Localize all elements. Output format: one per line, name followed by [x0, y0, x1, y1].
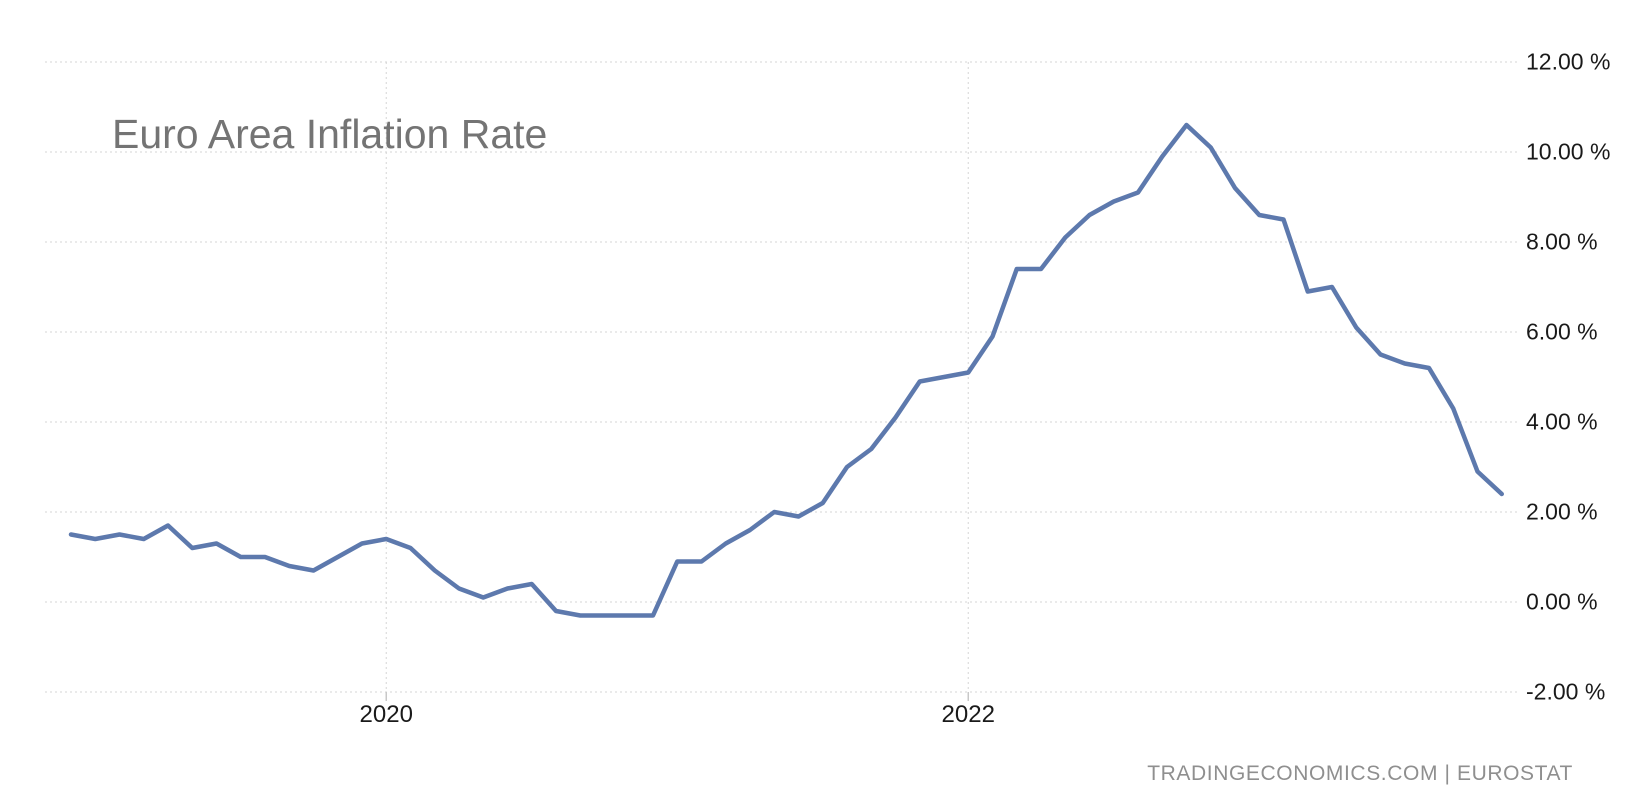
y-tick-label: 8.00 % [1526, 228, 1598, 255]
y-tick-label: 2.00 % [1526, 498, 1598, 525]
x-tick-label: 2020 [359, 701, 413, 728]
x-tick-label: 2022 [941, 701, 995, 728]
chart-title: Euro Area Inflation Rate [112, 111, 548, 157]
y-tick-label: -2.00 % [1526, 678, 1606, 705]
inflation-rate-line[interactable] [68, 122, 1504, 618]
source-attribution: TRADINGECONOMICS.COM | EUROSTAT [1147, 762, 1573, 785]
y-tick-label: 4.00 % [1526, 408, 1598, 435]
y-tick-label: 12.00 % [1526, 48, 1611, 75]
y-tick-label: 10.00 % [1526, 138, 1611, 165]
y-tick-label: 0.00 % [1526, 588, 1598, 615]
y-tick-label: 6.00 % [1526, 318, 1598, 345]
